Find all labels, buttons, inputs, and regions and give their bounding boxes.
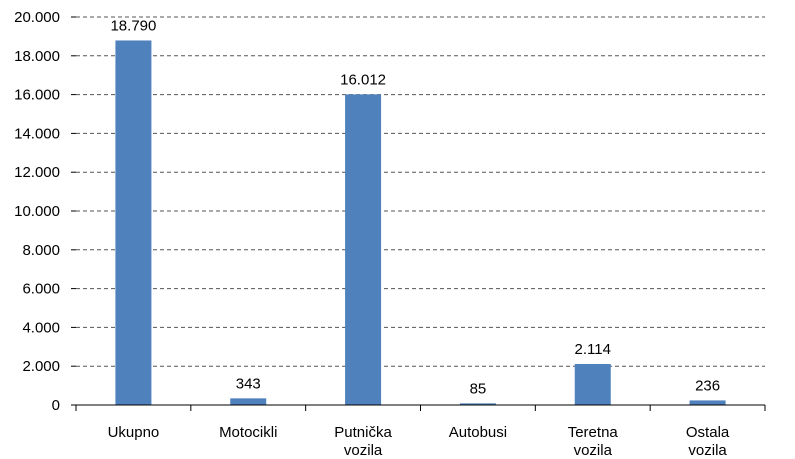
category-label: Ostala	[686, 424, 730, 441]
y-tick-label: 6.000	[22, 281, 60, 298]
category-label: Putnička	[334, 424, 392, 441]
gridlines	[76, 16, 765, 367]
category-label: vozila	[344, 442, 383, 459]
y-tick-label: 0	[52, 397, 60, 414]
bar	[574, 363, 611, 405]
data-label: 18.790	[110, 17, 156, 34]
y-tick-label: 8.000	[22, 242, 60, 259]
y-tick-label: 12.000	[14, 164, 60, 181]
data-label: 2.114	[575, 341, 611, 358]
data-label: 85	[470, 380, 487, 397]
category-label: Autobusi	[449, 424, 507, 441]
bar	[230, 398, 267, 405]
y-tick-label: 14.000	[14, 125, 60, 142]
bar	[689, 400, 726, 405]
y-tick-label: 4.000	[22, 319, 60, 336]
x-axis	[75, 404, 766, 411]
data-label: 343	[236, 375, 261, 392]
category-label: Motocikli	[219, 424, 277, 441]
bars	[115, 40, 726, 406]
y-tick-label: 2.000	[22, 358, 60, 375]
data-label: 16.012	[340, 71, 386, 88]
y-tick-label: 18.000	[14, 48, 60, 65]
y-axis-tick-labels: 0 2.000 4.000 6.000 8.000 10.000 12.000 14.000 1…	[14, 9, 76, 414]
y-tick-label: 10.000	[14, 203, 60, 220]
category-label: vozila	[574, 442, 613, 459]
data-labels: 18.790 343 16.012 85 2.114 236	[110, 17, 720, 397]
category-label: vozila	[688, 442, 727, 459]
category-label: Teretna	[568, 424, 619, 441]
category-label: Ukupno	[108, 424, 160, 441]
y-tick-label: 16.000	[14, 87, 60, 104]
bar	[115, 40, 152, 405]
y-tick-label: 20.000	[14, 9, 60, 26]
bar	[345, 94, 382, 406]
bar	[459, 403, 496, 405]
data-label: 236	[695, 377, 720, 394]
